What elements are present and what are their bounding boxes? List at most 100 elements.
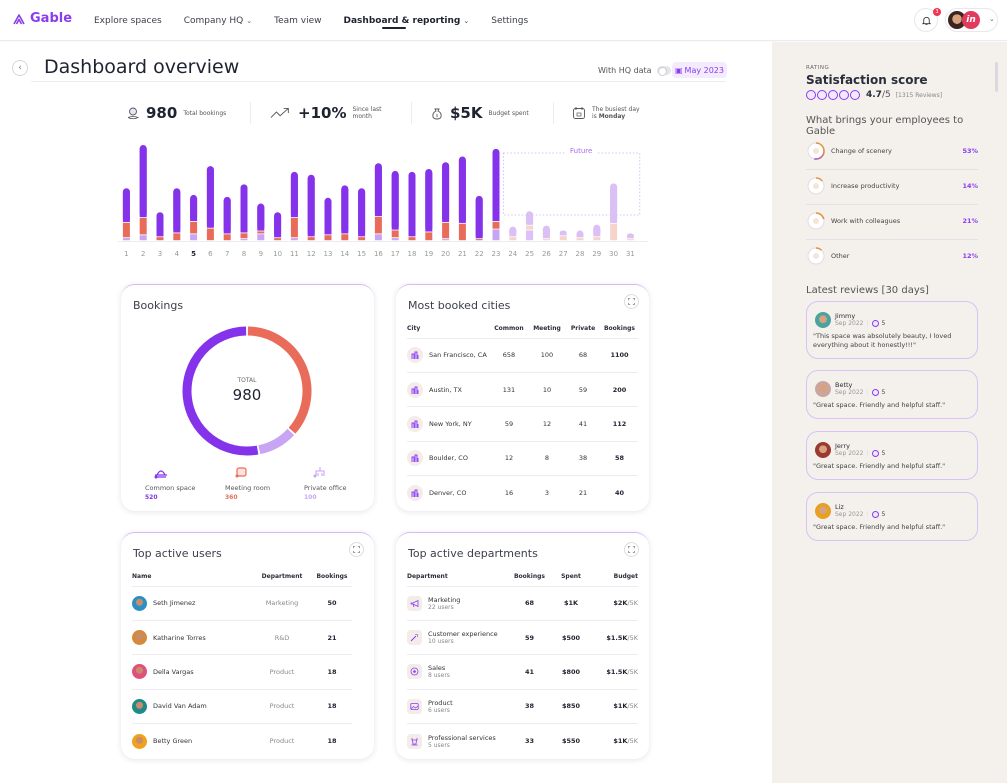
nav-team-view[interactable]: Team view: [274, 0, 321, 41]
bar-segment-meeting-room[interactable]: [475, 239, 483, 241]
legend-common-space: Common space 520: [145, 465, 195, 501]
donut-slice-private-office[interactable]: [258, 428, 295, 455]
bar-segment-private-office[interactable]: [122, 238, 130, 241]
bar-segment-private-office[interactable]: [240, 239, 248, 241]
stat-budget: $ $5K Budget spent: [430, 100, 529, 126]
review-card[interactable]: Jerry Sep 2022 | 5 "Great space. Friendly …: [806, 431, 978, 480]
budget-used: $2K: [613, 599, 628, 608]
bar-segment-meeting-room[interactable]: [274, 238, 282, 241]
expand-button[interactable]: [624, 542, 639, 557]
legend-value: 100: [304, 494, 317, 501]
nav-dashboard-reporting[interactable]: Dashboard & reporting ⌄: [344, 0, 469, 41]
bar-segment-meeting-room[interactable]: [374, 217, 382, 234]
nav-settings[interactable]: Settings: [491, 0, 528, 41]
notifications-button[interactable]: [914, 8, 938, 32]
bar-segment-meeting-room[interactable]: [156, 237, 164, 241]
budget-cell: $1K/5K: [590, 724, 638, 758]
table-row[interactable]: Marketing 22 users 68 $1K $2K/5K: [407, 586, 638, 621]
bar-segment-meeting-room[interactable]: [391, 230, 399, 238]
bar-segment-private-office[interactable]: [442, 239, 450, 241]
bar-segment-meeting-room[interactable]: [576, 238, 584, 241]
bar-segment-meeting-room[interactable]: [139, 217, 147, 235]
bar-segment-private-office[interactable]: [374, 234, 382, 241]
bar-segment-meeting-room[interactable]: [257, 231, 265, 234]
bar-segment-meeting-room[interactable]: [240, 233, 248, 239]
bar-segment-meeting-room[interactable]: [542, 239, 550, 241]
bar-segment-meeting-room[interactable]: [509, 237, 517, 241]
review-rating: 5: [881, 511, 886, 518]
bar-segment-private-office[interactable]: [526, 230, 534, 241]
table-row[interactable]: Denver, CO 16 3 21 40: [407, 476, 638, 510]
expand-icon: [628, 546, 635, 553]
donut-slice-meeting-room[interactable]: [247, 326, 312, 434]
bar-segment-meeting-room[interactable]: [526, 225, 534, 230]
bar-segment-private-office[interactable]: [492, 229, 500, 241]
bar-segment-meeting-room[interactable]: [190, 221, 198, 234]
table-row[interactable]: Betty Green Product 18: [132, 724, 352, 758]
top-navigation-bar: Gable Explore spaces Company HQ ⌄ Team vi…: [0, 0, 1007, 41]
bar-segment-private-office[interactable]: [190, 234, 198, 241]
nav-explore-spaces[interactable]: Explore spaces: [94, 0, 162, 41]
city-name: Austin, TX: [429, 385, 462, 394]
bar-segment-meeting-room[interactable]: [425, 232, 433, 241]
table-row[interactable]: Seth Jimenez Marketing 50: [132, 586, 352, 621]
x-tick-label: 21: [458, 250, 467, 258]
bar-segment-private-office[interactable]: [391, 238, 399, 241]
bar-segment-meeting-room[interactable]: [626, 239, 634, 241]
bar-segment-meeting-room[interactable]: [492, 221, 500, 229]
bar-segment-private-office[interactable]: [139, 235, 147, 241]
account-menu[interactable]: in ⌄: [945, 8, 998, 32]
table-row[interactable]: New York, NY 59 12 41 112: [407, 406, 638, 442]
table-row[interactable]: Boulder, CO 12 8 38 58: [407, 441, 638, 477]
bar-segment-meeting-room[interactable]: [341, 234, 349, 241]
sidebar-scrollbar[interactable]: [995, 62, 998, 92]
gable-logo[interactable]: Gable: [12, 11, 72, 26]
bar-segment-meeting-room[interactable]: [442, 222, 450, 239]
bar-segment-meeting-room[interactable]: [223, 234, 231, 241]
bar-segment-meeting-room[interactable]: [408, 237, 416, 241]
bar-segment-private-office[interactable]: [257, 234, 265, 241]
table-row[interactable]: Professional services 5 users 33 $550 $1K…: [407, 724, 638, 758]
column-header: Bookings: [312, 568, 352, 587]
table-row[interactable]: Customer experience 10 users 59 $500 $1.5…: [407, 620, 638, 656]
table-row[interactable]: Product 6 users 38 $850 $1K/5K: [407, 689, 638, 725]
table-row[interactable]: Della Vargas Product 18: [132, 654, 352, 690]
donut-slice-common-space[interactable]: [182, 326, 259, 456]
expand-button[interactable]: [624, 294, 639, 309]
bar-segment-fill: [190, 198, 198, 221]
chevron-left-icon: ‹: [18, 63, 22, 73]
bar-segment-meeting-room[interactable]: [206, 228, 214, 241]
table-row[interactable]: David Van Adam Product 18: [132, 689, 352, 725]
review-card[interactable]: Liz Sep 2022 | 5 "Great space. Friendly an…: [806, 492, 978, 541]
bar-segment-meeting-room[interactable]: [458, 223, 466, 241]
nav-company-hq[interactable]: Company HQ ⌄: [184, 0, 252, 41]
bar-segment-private-office[interactable]: [290, 238, 298, 241]
x-tick-label: 7: [225, 250, 229, 258]
bar-segment-meeting-room[interactable]: [610, 223, 618, 241]
private-cell: 38: [565, 441, 601, 477]
table-row[interactable]: Sales 8 users 41 $800 $1.5K/5K: [407, 654, 638, 690]
nav-label: Company HQ: [183, 15, 244, 26]
back-button[interactable]: ‹: [12, 60, 28, 76]
department-users: 6 users: [428, 706, 450, 714]
review-card[interactable]: Jimmy Sep 2022 | 5 "This space was absolut…: [806, 301, 978, 359]
bar-segment-meeting-room[interactable]: [593, 237, 601, 241]
x-tick-label: 29: [592, 250, 601, 258]
bar-segment-meeting-room[interactable]: [324, 235, 332, 241]
table-row[interactable]: San Francisco, CA 658 100 68 1100: [407, 338, 638, 373]
hq-data-toggle[interactable]: [656, 66, 671, 76]
table-row[interactable]: Katharine Torres R&D 21: [132, 620, 352, 656]
table-row[interactable]: Austin, TX 131 10 59 200: [407, 372, 638, 408]
bar-segment-fill: [122, 191, 130, 222]
bar-segment-meeting-room[interactable]: [122, 222, 130, 238]
expand-button[interactable]: [349, 542, 364, 557]
bar-segment-meeting-room[interactable]: [290, 217, 298, 238]
bar-segment-meeting-room[interactable]: [559, 236, 567, 241]
bar-segment-meeting-room[interactable]: [307, 237, 315, 241]
bar-segment-meeting-room[interactable]: [358, 237, 366, 241]
bar-segment-fill: [257, 207, 265, 231]
review-card[interactable]: Betty Sep 2022 | 5 "Great space. Friendly …: [806, 370, 978, 419]
smiley-rating-icon: [871, 511, 879, 518]
date-picker[interactable]: ▣ May 2023: [672, 62, 727, 78]
bar-segment-meeting-room[interactable]: [173, 233, 181, 241]
